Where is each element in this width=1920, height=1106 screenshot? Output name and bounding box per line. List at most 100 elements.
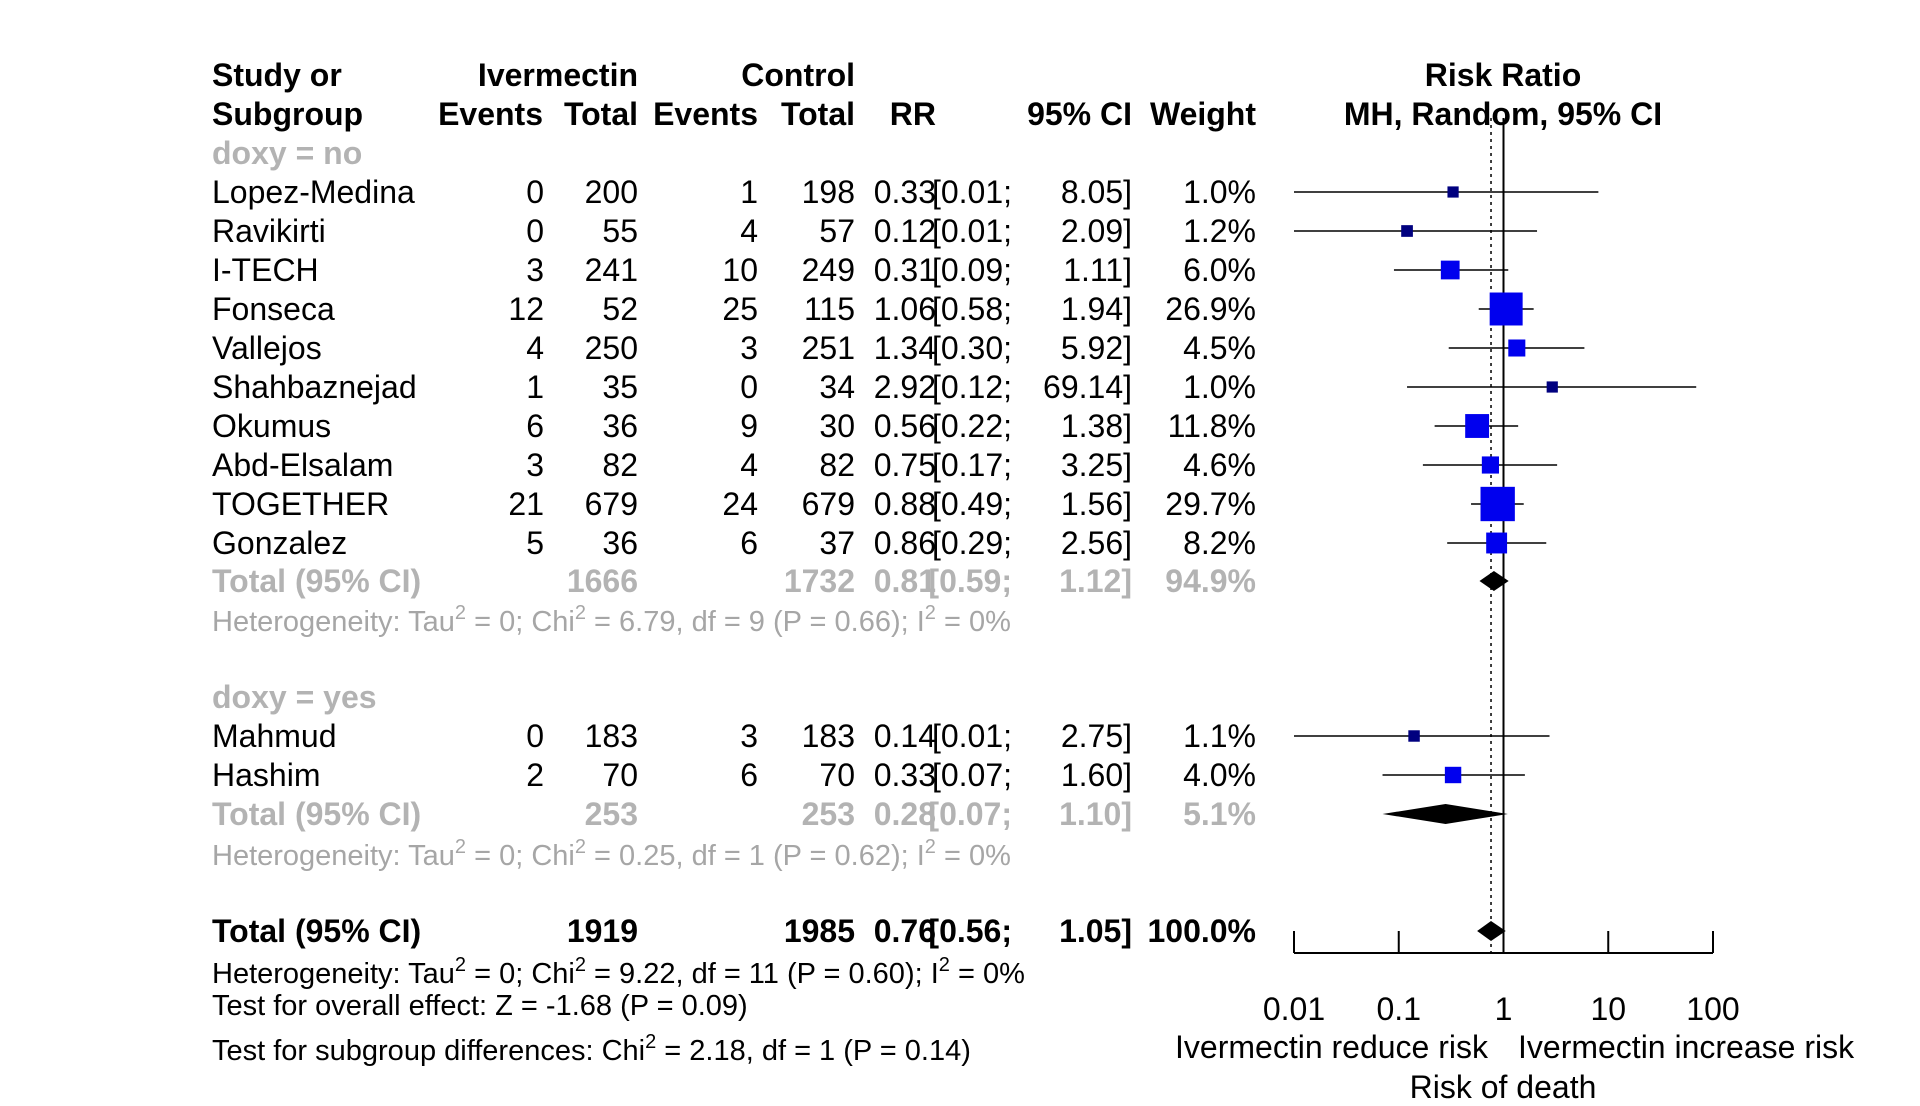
ci-upper: 8.05] xyxy=(1061,174,1132,210)
study-weight: 4.0% xyxy=(1183,757,1256,793)
total-ivermectin: 1666 xyxy=(567,563,638,599)
total-control: 30 xyxy=(819,408,855,444)
ci-lower: [0.12; xyxy=(932,369,1012,405)
superscript: 2 xyxy=(455,954,466,976)
events-ivermectin: 2 xyxy=(526,757,544,793)
study-effect-box xyxy=(1465,414,1490,438)
header-rr: RR xyxy=(890,96,936,132)
total-control: 1985 xyxy=(784,913,855,949)
events-control: 6 xyxy=(740,525,758,561)
study-effect-box xyxy=(1480,486,1515,522)
header-events-control: Events xyxy=(653,96,758,132)
text-part: = 0; Chi xyxy=(466,840,575,872)
pooled-ci-lower: [0.59; xyxy=(928,563,1012,599)
total-control: 70 xyxy=(819,757,855,793)
header-subgroup: Subgroup xyxy=(212,96,363,132)
text-part: Test for subgroup differences: Chi xyxy=(212,1035,645,1067)
ci-lower: [0.01; xyxy=(932,718,1012,754)
events-ivermectin: 1 xyxy=(526,369,544,405)
events-control: 24 xyxy=(722,486,758,522)
total-ivermectin: 200 xyxy=(585,174,638,210)
total-weight: 5.1% xyxy=(1183,796,1256,832)
events-ivermectin: 3 xyxy=(526,447,544,483)
total-ivermectin: 35 xyxy=(602,369,638,405)
study-name: Abd-Elsalam xyxy=(212,447,393,483)
ci-lower: [0.01; xyxy=(932,213,1012,249)
superscript: 2 xyxy=(939,954,950,976)
ci-upper: 3.25] xyxy=(1061,447,1132,483)
study-weight: 8.2% xyxy=(1183,525,1256,561)
study-name: Lopez-Medina xyxy=(212,174,415,210)
study-name: I-TECH xyxy=(212,252,319,288)
total-control: 34 xyxy=(819,369,855,405)
study-effect-box xyxy=(1546,381,1558,393)
text-part: = 0% xyxy=(950,958,1025,990)
pooled-ci-upper: 1.10] xyxy=(1059,796,1132,832)
study-weight: 4.5% xyxy=(1183,330,1256,366)
ci-lower: [0.29; xyxy=(932,525,1012,561)
header-risk-ratio: Risk Ratio xyxy=(1425,57,1581,93)
risk-ratio: 1.34 xyxy=(874,330,936,366)
subgroup-label: doxy = no xyxy=(212,135,362,171)
ci-upper: 1.11] xyxy=(1063,252,1132,288)
risk-ratio: 0.88 xyxy=(874,486,936,522)
total-control: 253 xyxy=(802,796,855,832)
events-control: 25 xyxy=(722,291,758,327)
events-control: 9 xyxy=(740,408,758,444)
study-weight: 11.8% xyxy=(1168,408,1256,444)
text-part: Heterogeneity: Tau xyxy=(212,958,455,990)
x-tick-label: 10 xyxy=(1590,991,1626,1027)
total-ivermectin: 183 xyxy=(585,718,638,754)
x-axis-right-label: Ivermectin increase risk xyxy=(1518,1029,1855,1065)
risk-ratio: 0.31 xyxy=(874,252,936,288)
study-effect-box xyxy=(1481,456,1499,474)
events-ivermectin: 0 xyxy=(526,213,544,249)
ci-lower: [0.01; xyxy=(932,174,1012,210)
study-effect-box xyxy=(1508,339,1526,357)
ci-lower: [0.30; xyxy=(932,330,1012,366)
events-ivermectin: 21 xyxy=(508,486,544,522)
text-part: Heterogeneity: Tau xyxy=(212,840,455,872)
pooled-effect-diamond xyxy=(1477,921,1506,941)
events-ivermectin: 0 xyxy=(526,174,544,210)
study-name: TOGETHER xyxy=(212,486,389,522)
events-control: 6 xyxy=(740,757,758,793)
ci-lower: [0.17; xyxy=(932,447,1012,483)
ci-upper: 1.56] xyxy=(1061,486,1132,522)
total-ivermectin: 253 xyxy=(585,796,638,832)
risk-ratio: 0.33 xyxy=(874,757,936,793)
total-control: 57 xyxy=(819,213,855,249)
total-label: Total (95% CI) xyxy=(212,913,421,949)
total-ivermectin: 36 xyxy=(602,525,638,561)
heterogeneity-text: Heterogeneity: Tau2 = 0; Chi2 = 9.22, df… xyxy=(212,954,1025,990)
heterogeneity-text: Heterogeneity: Tau2 = 0; Chi2 = 0.25, df… xyxy=(212,836,1011,872)
events-ivermectin: 5 xyxy=(526,525,544,561)
superscript: 2 xyxy=(575,954,586,976)
study-weight: 4.6% xyxy=(1183,447,1256,483)
total-control: 183 xyxy=(802,718,855,754)
events-control: 1 xyxy=(740,174,758,210)
overall-effect-text: Test for overall effect: Z = -1.68 (P = … xyxy=(212,990,748,1022)
study-name: Shahbaznejad xyxy=(212,369,417,405)
pooled-risk-ratio: 0.76 xyxy=(874,913,936,949)
study-name: Hashim xyxy=(212,757,320,793)
risk-ratio: 0.56 xyxy=(874,408,936,444)
x-tick-label: 100 xyxy=(1686,991,1739,1027)
total-ivermectin: 70 xyxy=(602,757,638,793)
ci-upper: 1.60] xyxy=(1061,757,1132,793)
superscript: 2 xyxy=(455,836,466,858)
text-part: = 9.22, df = 11 (P = 0.60); I xyxy=(586,958,939,990)
events-control: 3 xyxy=(740,718,758,754)
superscript: 2 xyxy=(925,602,936,624)
study-effect-box xyxy=(1401,225,1413,237)
header-control: Control xyxy=(741,57,855,93)
superscript: 2 xyxy=(645,1031,656,1053)
subgroup-test-text: Test for subgroup differences: Chi2 = 2.… xyxy=(212,1031,971,1067)
total-control: 82 xyxy=(819,447,855,483)
total-control: 37 xyxy=(819,525,855,561)
pooled-effect-diamond xyxy=(1479,571,1509,591)
ci-upper: 2.09] xyxy=(1061,213,1132,249)
risk-ratio: 0.14 xyxy=(874,718,936,754)
total-ivermectin: 679 xyxy=(585,486,638,522)
ci-upper: 69.14] xyxy=(1043,369,1132,405)
